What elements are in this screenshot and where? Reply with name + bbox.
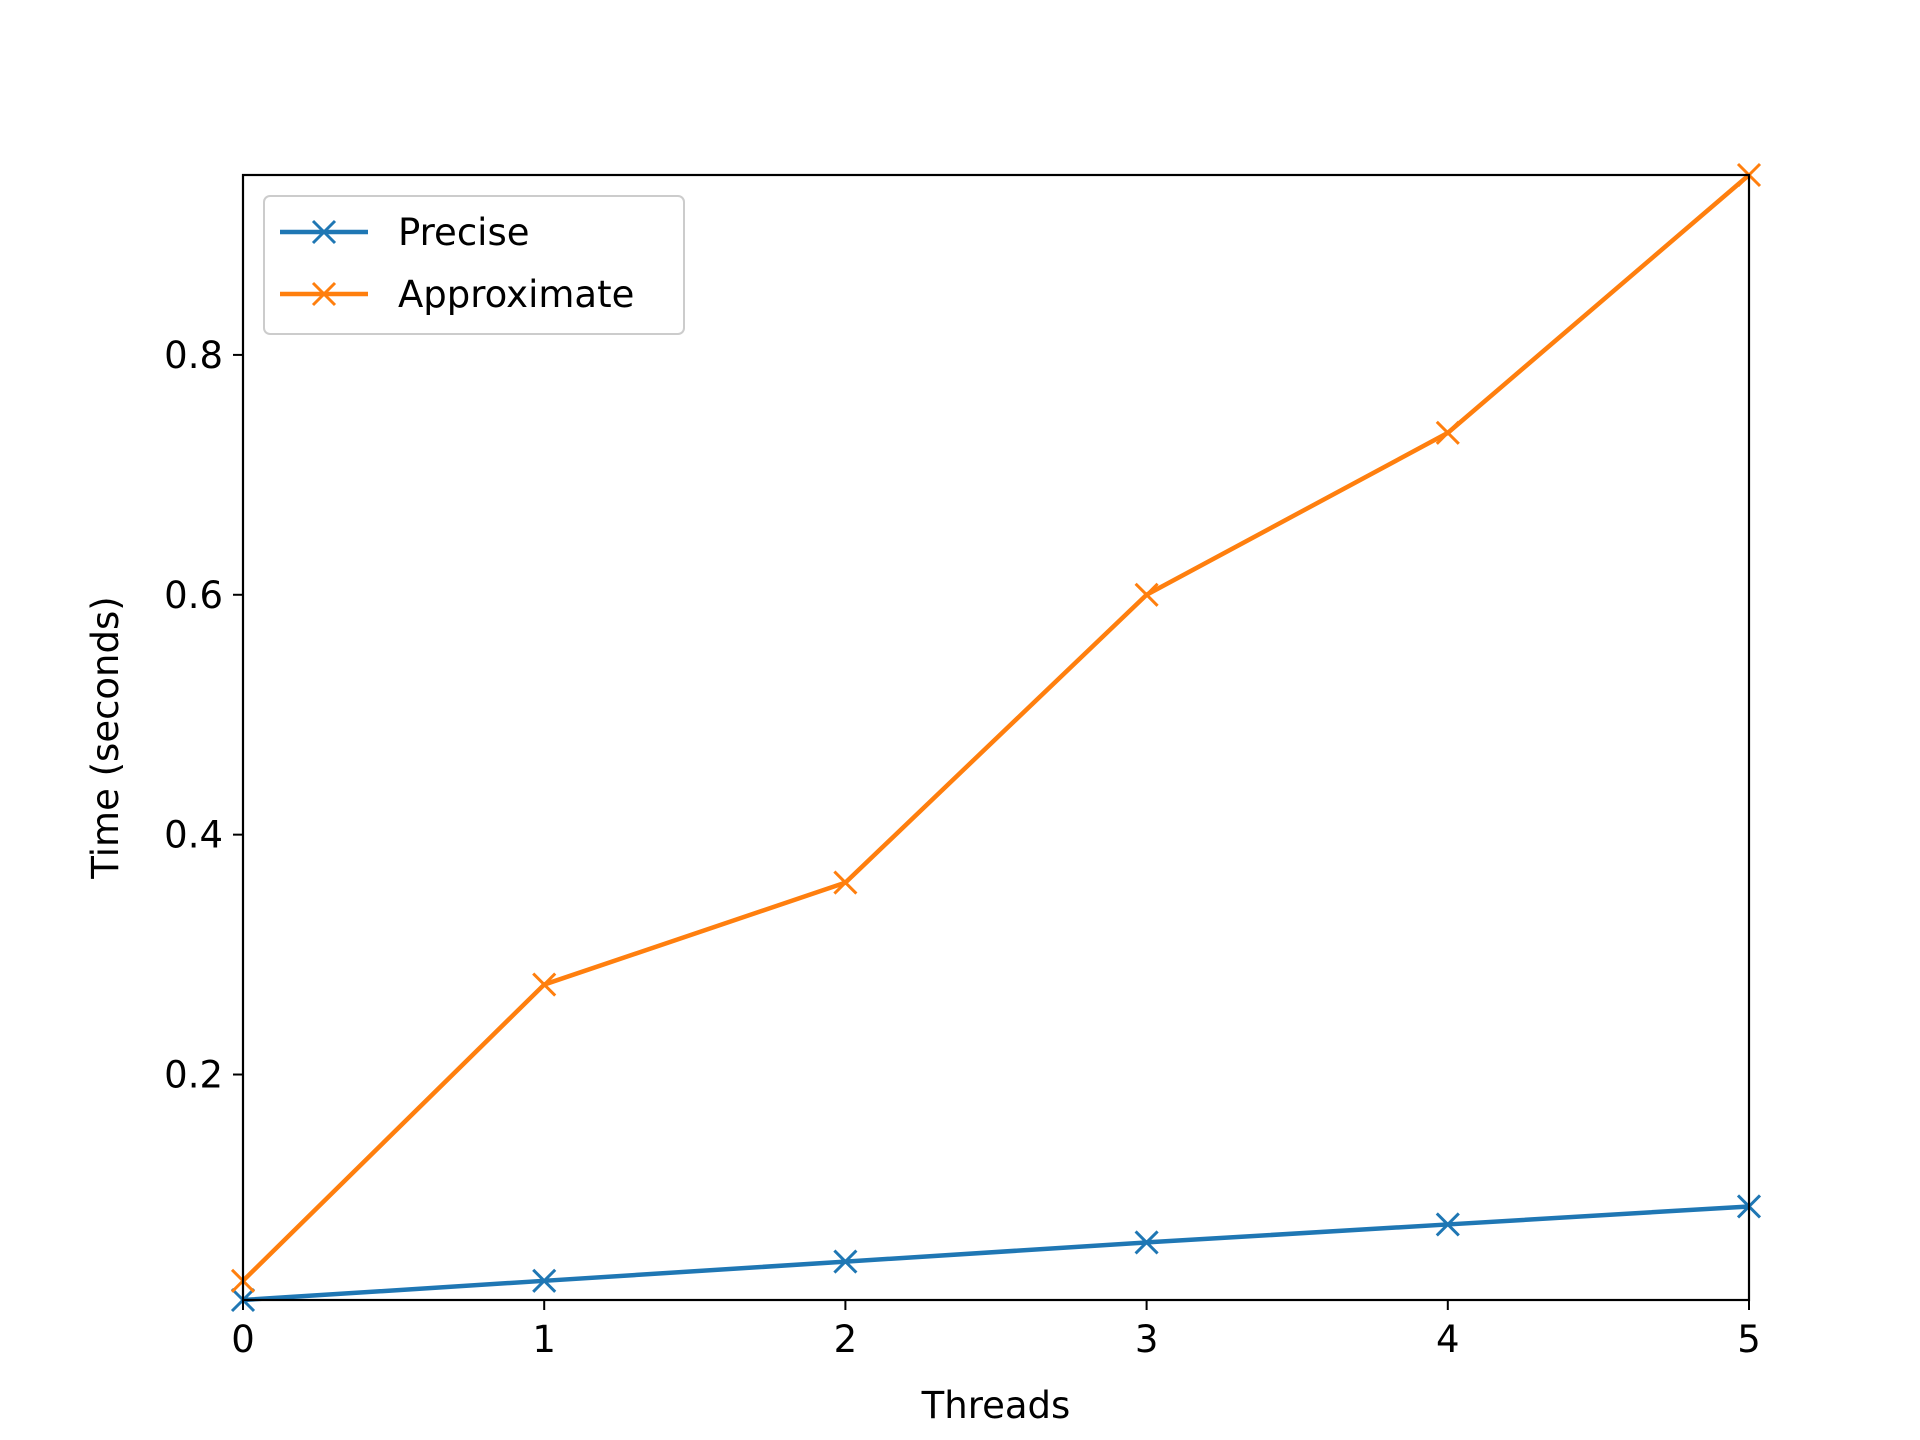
- x-tick-label: 3: [1135, 1318, 1159, 1361]
- data-point-marker: [532, 972, 557, 997]
- x-tick-label: 5: [1737, 1318, 1761, 1361]
- y-axis-title: Time (seconds): [84, 596, 127, 879]
- plot-area-frame: [241, 173, 1751, 1302]
- legend-entry: Precise: [280, 211, 530, 254]
- data-point-marker: [1134, 1230, 1159, 1255]
- x-tick-label: 2: [834, 1318, 858, 1361]
- series-layer: [230, 162, 1762, 1313]
- legend-frame: [263, 195, 685, 335]
- legend-label: Precise: [398, 211, 530, 254]
- legend-swatch-marker: [311, 281, 337, 307]
- y-tick-label: 0.4: [164, 814, 223, 857]
- legend-swatch-marker: [311, 219, 337, 245]
- data-point-marker: [1435, 1212, 1460, 1237]
- x-tick-label: 1: [532, 1318, 556, 1361]
- data-point-marker: [1435, 420, 1460, 445]
- x-tick-label: 4: [1436, 1318, 1460, 1361]
- data-point-marker: [833, 870, 858, 895]
- x-tick-label: 0: [231, 1318, 255, 1361]
- series-line: [241, 173, 1751, 1283]
- y-tick-label: 0.6: [164, 574, 223, 617]
- legend: Precise Approximate: [263, 195, 685, 335]
- x-axis-title: Threads: [921, 1384, 1071, 1427]
- legend-label: Approximate: [398, 273, 634, 316]
- y-tick-label: 0.2: [164, 1054, 223, 1097]
- data-point-marker: [833, 1249, 858, 1274]
- legend-entry: Approximate: [280, 273, 634, 316]
- data-point-marker: [532, 1268, 557, 1293]
- series-precise: [230, 1194, 1762, 1313]
- axes: 0 1 2 3 4 5 0.2 0.4 0.6 0.8: [164, 334, 1761, 1361]
- series-line: [242, 1204, 1750, 1303]
- data-point-marker: [1134, 582, 1159, 607]
- y-tick-label: 0.8: [164, 334, 223, 377]
